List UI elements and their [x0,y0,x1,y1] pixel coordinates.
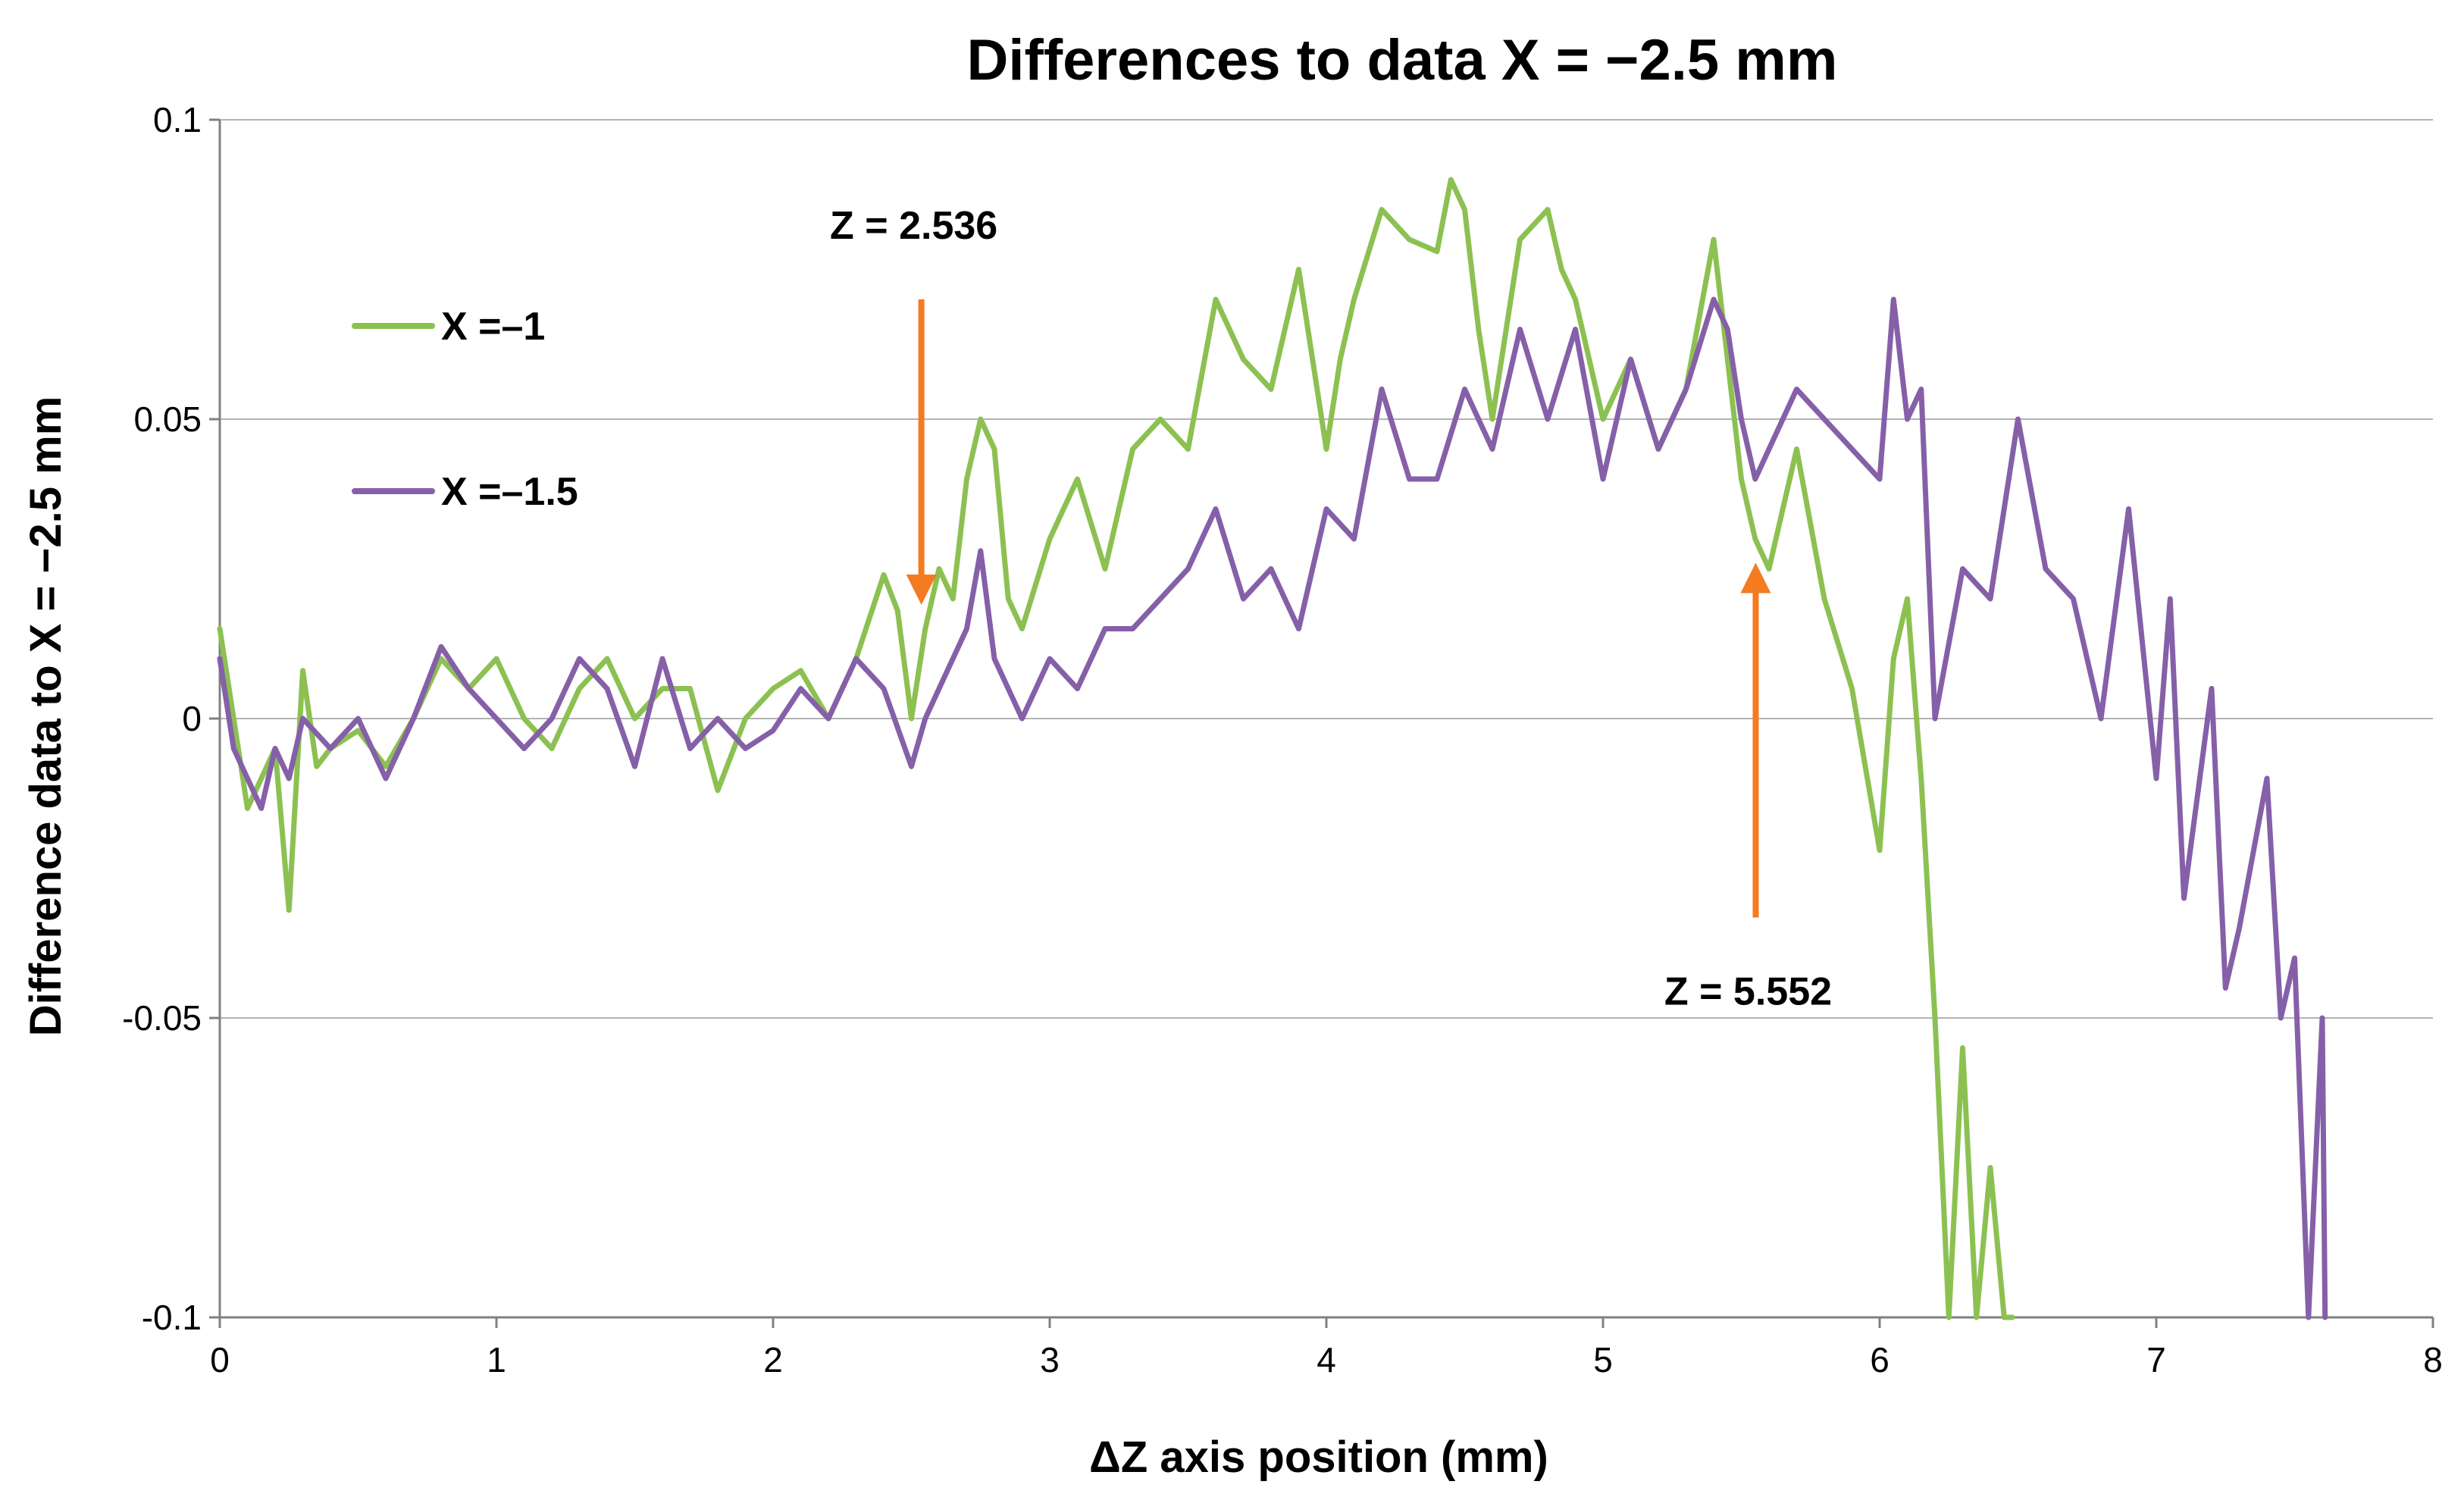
x-tick-label: 0 [210,1340,230,1380]
x-tick-label: 8 [2423,1340,2443,1380]
y-tick-label: 0.05 [133,399,202,439]
legend-label-1: X =–1 [441,305,545,349]
series-line-2 [217,296,2328,1320]
legend-label-2: X =–1.5 [441,470,578,514]
y-tick-label: 0 [182,699,202,738]
y-axis-ticks: 0.1 0.05 0 -0.05 -0.1 [122,100,220,1337]
x-tick-label: 3 [1040,1340,1060,1380]
annotation-layer: Z = 2.536 Z = 5.552 [830,204,1832,1014]
x-tick-label: 2 [763,1340,783,1380]
y-tick-label: -0.05 [122,998,202,1038]
chart-title: Differences to data X = −2.5 mm [967,28,1838,92]
annotation-label-1: Z = 2.536 [830,204,997,248]
x-axis-ticks: 0 1 2 3 4 5 6 7 8 [210,1317,2443,1380]
x-tick-label: 5 [1593,1340,1613,1380]
x-tick-label: 7 [2146,1340,2166,1380]
series-layer [217,177,2328,1320]
x-tick-label: 6 [1870,1340,1889,1380]
x-tick-label: 4 [1317,1340,1336,1380]
x-tick-label: 1 [487,1340,506,1380]
y-tick-label: -0.1 [142,1298,202,1337]
annotation-label-2: Z = 5.552 [1664,970,1832,1014]
y-axis-label: Difference data to X = −2.5 mm [21,396,70,1037]
y-tick-label: 0.1 [153,100,202,139]
x-axis-label: ΔZ axis position (mm) [1089,1433,1548,1482]
gridlines [220,119,2433,1019]
series-line-1 [217,177,2015,1320]
legend: X =–1 X =–1.5 [352,305,578,514]
